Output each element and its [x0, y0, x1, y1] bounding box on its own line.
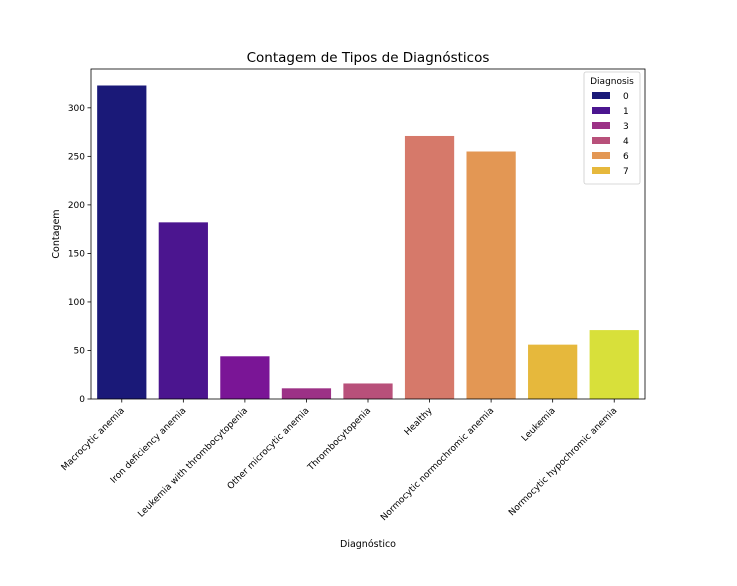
legend-swatch — [592, 122, 610, 129]
y-tick-label: 250 — [68, 153, 85, 163]
legend-title: Diagnosis — [590, 77, 634, 87]
bar — [404, 135, 455, 399]
legend-label: 6 — [623, 152, 629, 162]
legend-swatch — [592, 107, 610, 114]
legend-label: 3 — [623, 122, 629, 132]
x-tick-label: Thrombocytopenia — [306, 406, 374, 474]
x-tick-label: Normocytic hypochromic anemia — [507, 406, 619, 518]
x-axis-label: Diagnóstico — [340, 539, 396, 550]
y-tick-label: 50 — [74, 347, 86, 357]
bar — [343, 383, 393, 399]
x-tick-label: Healthy — [403, 406, 435, 438]
x-tick-label: Leukemia with thrombocytopenia — [136, 406, 250, 520]
y-tick-label: 300 — [68, 104, 85, 114]
legend-label: 4 — [623, 137, 629, 147]
y-tick-label: 0 — [79, 395, 85, 405]
bar — [466, 151, 516, 399]
bar — [281, 388, 332, 399]
x-tick-label: Leukemia — [520, 406, 558, 444]
legend-label: 7 — [623, 167, 629, 177]
x-tick-label: Macrocytic anemia — [60, 406, 127, 473]
chart-title: Contagem de Tipos de Diagnósticos — [247, 50, 490, 66]
bar — [589, 330, 639, 399]
legend-swatch — [592, 152, 610, 159]
legend-label: 0 — [623, 92, 629, 102]
bar — [220, 356, 270, 399]
bar — [528, 344, 578, 399]
y-tick-label: 200 — [68, 201, 85, 211]
bar — [97, 85, 147, 399]
y-axis-label: Contagem — [51, 209, 62, 258]
y-tick-label: 150 — [68, 250, 85, 260]
legend-label: 1 — [623, 107, 629, 117]
legend-swatch — [592, 137, 610, 144]
legend-swatch — [592, 92, 610, 99]
y-tick-label: 100 — [68, 298, 85, 308]
x-tick-label: Normocytic normochromic anemia — [379, 406, 496, 523]
legend-swatch — [592, 167, 610, 174]
bar — [158, 222, 208, 399]
legend: Diagnosis 0 1 3 4 6 7 — [583, 71, 641, 185]
